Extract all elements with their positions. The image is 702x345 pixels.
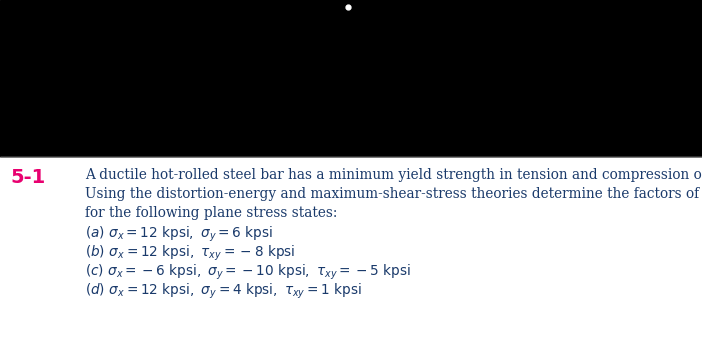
Text: $(c)\ \sigma_x = -6\ \mathrm{kpsi},\ \sigma_y = -10\ \mathrm{kpsi},\ \tau_{xy} =: $(c)\ \sigma_x = -6\ \mathrm{kpsi},\ \si… (85, 263, 411, 282)
Text: A ductile hot-rolled steel bar has a minimum yield strength in tension and compr: A ductile hot-rolled steel bar has a min… (85, 168, 702, 182)
Text: $(a)\ \sigma_x = 12\ \mathrm{kpsi},\ \sigma_y = 6\ \mathrm{kpsi}$: $(a)\ \sigma_x = 12\ \mathrm{kpsi},\ \si… (85, 225, 273, 244)
Text: $(d)\ \sigma_x = 12\ \mathrm{kpsi},\ \sigma_y = 4\ \mathrm{kpsi},\ \tau_{xy} = 1: $(d)\ \sigma_x = 12\ \mathrm{kpsi},\ \si… (85, 282, 362, 301)
Text: $(b)\ \sigma_x = 12\ \mathrm{kpsi},\ \tau_{xy} = -8\ \mathrm{kpsi}$: $(b)\ \sigma_x = 12\ \mathrm{kpsi},\ \ta… (85, 244, 296, 263)
Text: 5-1: 5-1 (10, 168, 45, 187)
Bar (0, 0, 702, 157)
Text: for the following plane stress states:: for the following plane stress states: (85, 206, 338, 220)
Text: Using the distortion-energy and maximum-shear-stress theories determine the fact: Using the distortion-energy and maximum-… (85, 187, 702, 201)
Bar (0, 157, 702, 345)
